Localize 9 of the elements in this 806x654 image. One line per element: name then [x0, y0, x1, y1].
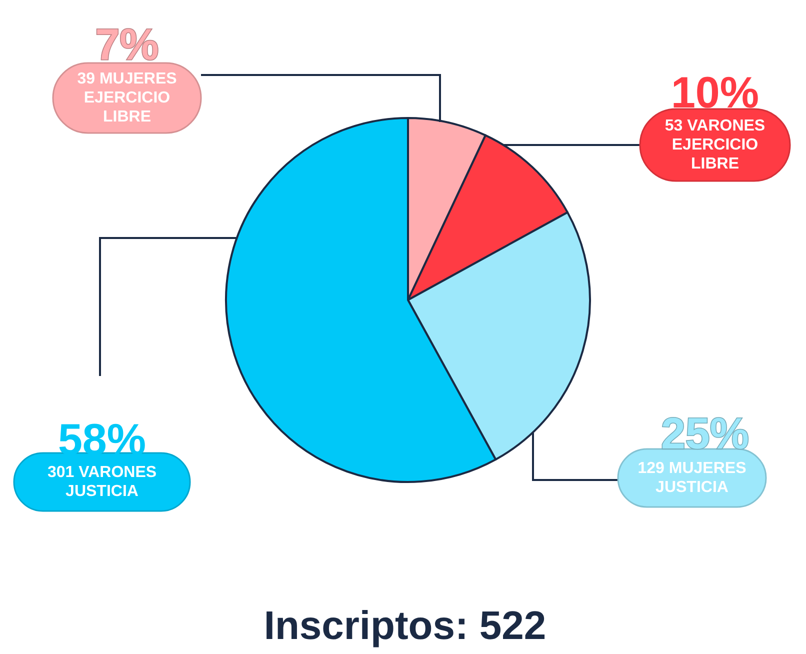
- slice-label: 39 MUJERES EJERCICIO LIBRE: [77, 70, 178, 126]
- slice-label: 129 MUJERES JUSTICIA: [638, 460, 747, 496]
- data-label: 25%: [660, 410, 750, 458]
- text: Inscriptos: 522: [264, 604, 546, 648]
- data-label: 58%: [58, 416, 146, 464]
- slice-label: 53 VARONES EJERCICIO LIBRE: [664, 118, 766, 172]
- data-label: 7%: [95, 20, 159, 70]
- data-label: 10%: [670, 68, 760, 118]
- slice-label: 301 VARONES JUSTICIA: [47, 464, 157, 500]
